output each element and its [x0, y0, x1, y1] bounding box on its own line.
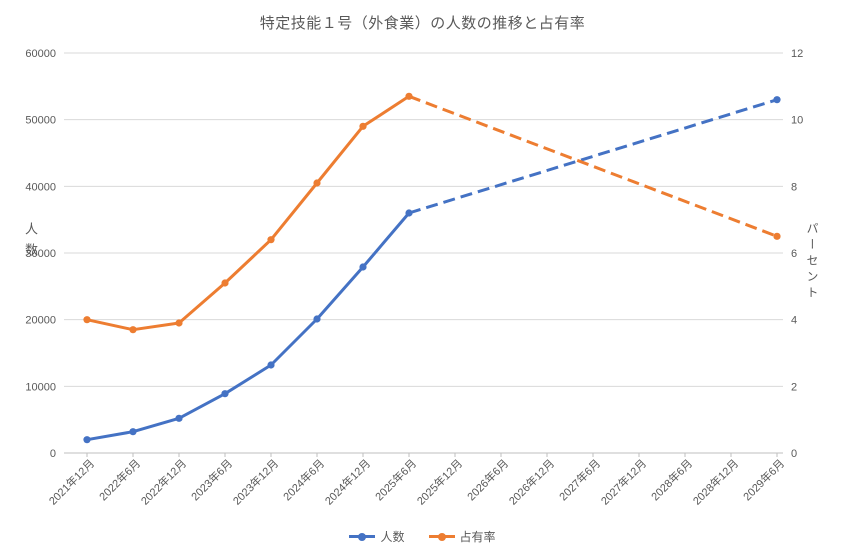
legend-item-ninzu: 人数 [349, 528, 405, 545]
y-tick-label-right: 12 [791, 48, 803, 60]
x-tick-label: 2023年6月 [188, 456, 235, 503]
y-tick-label-right: 6 [791, 248, 797, 260]
y-tick-label-left: 20000 [25, 315, 56, 327]
x-tick-label: 2028年6月 [648, 456, 695, 503]
data-point-marker [267, 236, 275, 244]
series-forecast-line-1 [408, 94, 778, 238]
y-tick-label-right: 0 [791, 448, 797, 460]
chart-title: 特定技能１号（外食業）の人数の推移と占有率 [259, 15, 586, 32]
x-tick-label: 2024年6月 [280, 456, 327, 503]
x-tick-label: 2022年6月 [96, 456, 143, 503]
y-tick-label-right: 4 [791, 315, 797, 327]
x-tick-label: 2028年12月 [690, 456, 741, 507]
data-point-marker [129, 326, 137, 334]
data-point-marker [773, 96, 781, 104]
legend-item-senyuritsu: 占有率 [428, 528, 496, 545]
x-tick-label: 2023年12月 [230, 456, 281, 507]
y-tick-label-right: 10 [791, 115, 803, 127]
data-point-marker [83, 316, 91, 324]
x-tick-label: 2027年12月 [598, 456, 649, 507]
data-point-marker [313, 179, 321, 187]
left-axis-title: 人数 [23, 222, 38, 264]
x-tick-label: 2026年12月 [506, 456, 557, 507]
x-tick-label: 2027年6月 [556, 456, 603, 503]
legend: 人数 占有率 [0, 528, 845, 545]
x-tick-label: 2021年12月 [46, 456, 97, 507]
data-point-marker [129, 428, 137, 436]
y-tick-label-left: 0 [50, 448, 56, 460]
y-tick-label-left: 40000 [25, 181, 56, 193]
y-tick-label-left: 10000 [25, 381, 56, 393]
data-point-marker [405, 92, 413, 100]
legend-line-marker-icon [428, 532, 455, 541]
data-point-marker [773, 232, 781, 240]
data-point-marker [267, 361, 275, 369]
x-tick-label: 2026年6月 [464, 456, 511, 503]
y-tick-label-right: 8 [791, 181, 797, 193]
series-line-1 [85, 94, 411, 332]
series-line-0 [85, 211, 411, 442]
x-tick-label: 2025年6月 [372, 456, 419, 503]
data-point-marker [175, 319, 183, 327]
data-point-marker [359, 122, 367, 130]
data-point-marker [175, 414, 183, 422]
data-point-marker [359, 263, 367, 271]
x-tick-label: 2029年6月 [740, 456, 787, 503]
data-point-marker [221, 279, 229, 287]
legend-label: 人数 [380, 530, 405, 544]
y-tick-label-left: 50000 [25, 115, 56, 127]
legend-label: 占有率 [459, 530, 496, 544]
data-point-marker [405, 209, 413, 217]
data-point-marker [313, 315, 321, 323]
y-tick-label-left: 30000 [25, 248, 56, 260]
legend-line-marker-icon [349, 532, 376, 541]
x-tick-label: 2022年12月 [138, 456, 189, 507]
x-tick-label: 2025年12月 [414, 456, 465, 507]
data-point-marker [221, 390, 229, 398]
y-tick-label-left: 60000 [25, 48, 56, 60]
x-tick-label: 2024年12月 [322, 456, 373, 507]
data-point-marker [83, 436, 91, 444]
series-forecast-line-0 [408, 98, 778, 215]
y-tick-label-right: 2 [791, 381, 797, 393]
right-axis-title: パーセント [805, 222, 819, 302]
